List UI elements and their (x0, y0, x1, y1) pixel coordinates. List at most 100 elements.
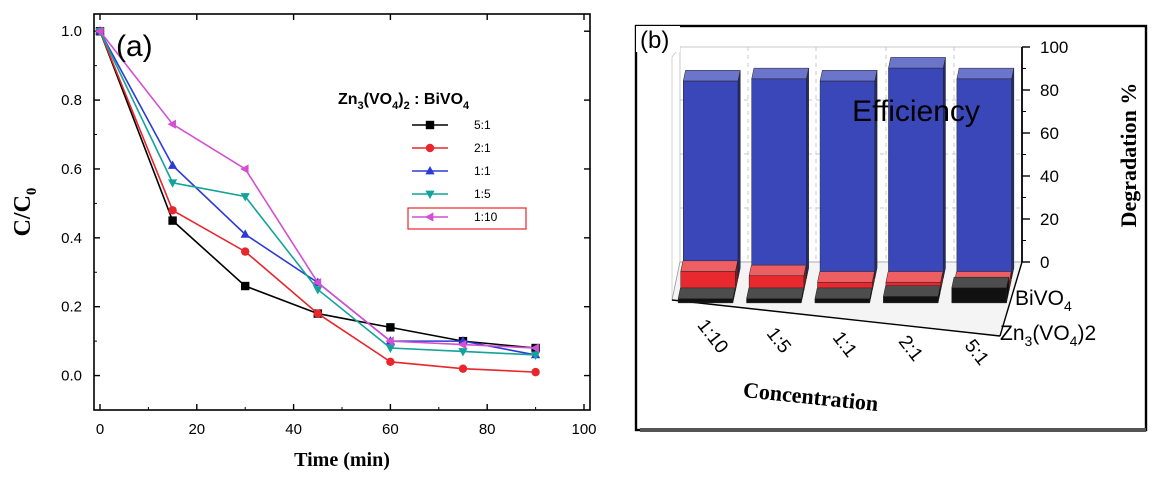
y-tick-label-0-6: 0.6 (61, 161, 82, 178)
legend-marker-1-5 (425, 190, 435, 200)
plot-a-series (94, 26, 541, 377)
data-point-5-1-1 (168, 216, 177, 225)
legend-marker-5-1 (425, 120, 435, 130)
data-point-2-1-5 (458, 364, 468, 373)
z-axis-ticks: 0 20 40 60 80 100 (1022, 38, 1068, 272)
bar-efficiency-2-1 (888, 57, 946, 280)
efficiency-annotation: Efficiency (852, 95, 980, 128)
panel-b-3d-bar-chart: 0 20 40 60 80 100 Degradation % Efficiency 1:… (634, 24, 1148, 432)
side-wall (671, 45, 681, 301)
legend-highlight-box (407, 207, 527, 230)
data-point-2-1-1 (168, 206, 177, 215)
data-point-2-1-2 (241, 247, 250, 256)
data-point-1-10-3 (312, 277, 322, 288)
data-point-1-5-3 (313, 286, 323, 295)
x-tick-label-40: 40 (285, 421, 302, 438)
bar-bivo4-1-5 (748, 264, 807, 292)
plot-a-legend: Zn3(VO4)2 : BiVO4 5:1 2:1 1:1 1:5 1:10 (338, 91, 527, 230)
data-point-1-5-2 (240, 193, 250, 202)
y-tick-label-0-0: 0.0 (61, 368, 82, 385)
legend-entry-2-1: 2:1 (412, 141, 491, 155)
z-tick-label-0: 0 (1040, 253, 1049, 272)
x-tick-label-20: 20 (188, 421, 205, 438)
z-axis-label: Degradation % (1116, 83, 1141, 228)
legend-entry-1-10: 1:10 (412, 210, 498, 224)
bar-zn3-vo4-2-5-1 (951, 276, 1010, 304)
z-tick-label-20: 20 (1040, 210, 1059, 229)
z-tick-label-60: 60 (1040, 124, 1059, 143)
legend-entry-1-1: 1:1 (412, 164, 491, 178)
data-point-1-1-2 (240, 229, 250, 238)
bar-zn3-vo4-2-1-10 (677, 287, 736, 304)
data-point-2-1-3 (313, 309, 322, 318)
category-label-1-5: 1:5 (762, 324, 795, 358)
svg-text:C/C0: C/C0 (10, 188, 40, 237)
series-label-bivo4: BiVO4 (1015, 287, 1072, 314)
data-point-1-10-5 (457, 339, 467, 350)
panel-a-line-chart: 0 20 40 60 80 100 0.0 0.2 0.4 0.6 0.8 1.0 (a) Time … (10, 13, 597, 471)
y-tick-label-0-4: 0.4 (61, 230, 82, 247)
legend-label-1-1: 1:1 (474, 164, 491, 178)
data-point-1-5-5 (458, 348, 468, 357)
series-line-1-10 (99, 30, 536, 349)
bar-bivo4-1-10 (680, 260, 739, 292)
data-point-1-10-4 (385, 336, 394, 346)
category-label-1-10: 1:10 (693, 316, 732, 358)
series-2-1 (95, 27, 540, 377)
x-tick-label-100: 100 (571, 421, 596, 438)
series-line-5-1 (99, 30, 536, 349)
legend-title: Zn3(VO4)2 : BiVO4 (338, 91, 470, 112)
data-point-1-5-1 (167, 179, 178, 188)
legend-marker-1-1 (425, 165, 435, 175)
series-label-zn3vo42: Zn3(VO4)2 (1000, 322, 1096, 349)
y-tick-label-1-0: 1.0 (61, 23, 82, 40)
legend-label-1-5: 1:5 (474, 187, 491, 201)
legend-marker-1-10 (424, 212, 434, 222)
data-point-1-10-2 (240, 164, 249, 174)
data-point-2-1-4 (386, 357, 395, 366)
data-point-2-1-6 (531, 367, 540, 377)
z-tick-label-80: 80 (1040, 81, 1059, 100)
x-tick-label-60: 60 (382, 421, 399, 438)
category-label-5-1: 5:1 (960, 336, 993, 370)
x-tick-label-0: 0 (96, 421, 104, 438)
legend-label-5-1: 5:1 (474, 118, 491, 132)
plot-a-ticks: 0 20 40 60 80 100 0.0 0.2 0.4 0.6 0.8 1.0 (61, 14, 597, 438)
x-tick-label-80: 80 (479, 421, 496, 438)
data-point-1-10-0 (94, 26, 104, 36)
floor-right-edge (999, 261, 1023, 337)
plot-a-x-axis-label: Time (min) (294, 449, 390, 471)
panel-a-label: (a) (116, 30, 153, 63)
data-point-1-10-6 (530, 343, 539, 353)
data-point-1-10-1 (167, 119, 176, 129)
x-axis-label: Concentration (742, 377, 880, 416)
legend-label-2-1: 2:1 (474, 141, 491, 155)
bar-efficiency-1-10 (682, 70, 741, 280)
y-tick-label-0-2: 0.2 (61, 299, 82, 316)
legend-entry-1-5: 1:5 (412, 187, 491, 201)
data-point-1-1-1 (167, 160, 178, 169)
panel-b-label: (b) (640, 27, 669, 54)
legend-label-1-10: 1:10 (474, 210, 498, 224)
bar-efficiency-1-5 (751, 67, 809, 280)
bar-zn3-vo4-2-1-1 (814, 287, 873, 304)
category-label-2-1: 2:1 (894, 332, 927, 366)
z-tick-label-100: 100 (1040, 38, 1068, 57)
category-label-1-1: 1:1 (828, 328, 861, 362)
legend-marker-2-1 (425, 143, 435, 153)
plot-b-bars (677, 57, 1015, 304)
y-label-main: C/C (10, 195, 36, 236)
y-tick-label-0-8: 0.8 (61, 92, 82, 109)
data-point-5-1-4 (386, 323, 395, 332)
data-point-1-5-4 (385, 344, 396, 354)
series-1-10 (94, 26, 539, 353)
data-point-1-5-6 (530, 351, 541, 360)
bar-series-zn3-vo4-2 (677, 276, 1010, 304)
legend-entry-5-1: 5:1 (412, 118, 491, 132)
data-point-5-1-2 (241, 281, 250, 291)
floor-front-edge (671, 299, 1001, 337)
bar-series-efficiency (682, 57, 1015, 280)
bar-zn3-vo4-2-1-5 (746, 287, 804, 304)
